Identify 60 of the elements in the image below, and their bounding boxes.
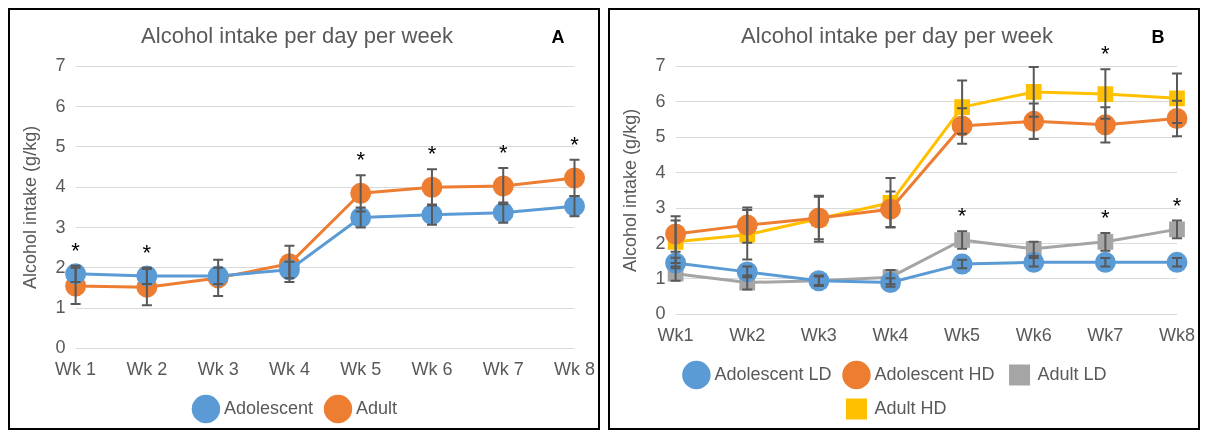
annotation: * <box>142 239 152 265</box>
point <box>1094 251 1116 273</box>
annotation: * <box>427 141 437 167</box>
y-tick-label: 6 <box>655 90 666 111</box>
x-tick-label: Wk 6 <box>411 359 453 380</box>
y-tick-label: 2 <box>55 256 66 277</box>
x-tick-label: Wk 7 <box>482 359 524 380</box>
y-tick-label: 5 <box>655 126 666 147</box>
annotation: * <box>1172 192 1182 218</box>
y-tick-label: 3 <box>55 216 66 237</box>
y-tick-label: 0 <box>655 303 666 324</box>
annotation: * <box>1101 41 1111 67</box>
legend-label: Adult HD <box>874 397 947 418</box>
annotation: * <box>570 131 580 157</box>
x-tick-label: Wk 2 <box>126 359 168 380</box>
legend-label: Adult LD <box>1037 363 1107 384</box>
x-tick-label: Wk8 <box>1159 325 1195 346</box>
chart-title: Alcohol intake per day per week <box>741 23 1054 49</box>
y-tick-label: 1 <box>655 267 666 288</box>
text: A <box>551 26 565 47</box>
y-tick-label: 7 <box>55 55 66 76</box>
y-tick-label: 7 <box>655 55 666 76</box>
x-tick-label: Wk2 <box>729 325 766 346</box>
annotation: * <box>1101 204 1111 230</box>
x-tick-label: Wk 1 <box>55 359 97 380</box>
y-tick-label: 0 <box>55 337 66 358</box>
y-tick-label: 4 <box>655 161 666 182</box>
point <box>1023 251 1045 273</box>
y-tick-label: 3 <box>655 197 666 218</box>
point <box>1166 251 1188 273</box>
legend-label: Adolescent HD <box>874 363 995 384</box>
x-tick-label: Wk 5 <box>340 359 382 380</box>
annotation: * <box>356 147 366 173</box>
point <box>951 253 973 275</box>
annotation: * <box>71 237 81 263</box>
annotation: * <box>498 139 508 165</box>
y-tick-label: 5 <box>55 135 66 156</box>
legend-label: Adolescent LD <box>714 363 832 384</box>
chart-title: Alcohol intake per day per week <box>141 23 454 49</box>
text: B <box>1151 26 1165 47</box>
y-tick-label: 1 <box>55 297 66 318</box>
y-tick-label: 2 <box>655 232 666 253</box>
x-tick-label: Wk3 <box>800 325 837 346</box>
y-tick-label: 4 <box>55 176 66 197</box>
annotation: * <box>957 203 967 229</box>
x-tick-label: Wk7 <box>1087 325 1124 346</box>
point <box>736 261 758 283</box>
legend-label: Adult <box>356 397 398 418</box>
y-tick-label: 6 <box>55 95 66 116</box>
point <box>278 259 300 281</box>
legend-label: Adolescent <box>223 397 314 418</box>
x-tick-label: Wk6 <box>1015 325 1052 346</box>
x-tick-label: Wk 8 <box>553 359 596 380</box>
x-tick-label: Wk1 <box>657 325 694 346</box>
y-axis-title: Alcohol intake (g/kg) <box>19 125 40 289</box>
x-tick-label: Wk 3 <box>197 359 239 380</box>
x-tick-label: Wk5 <box>944 325 981 346</box>
y-axis-title: Alcohol intake (g/kg) <box>619 108 640 272</box>
x-tick-label: Wk4 <box>872 325 909 346</box>
x-tick-label: Wk 4 <box>268 359 310 380</box>
